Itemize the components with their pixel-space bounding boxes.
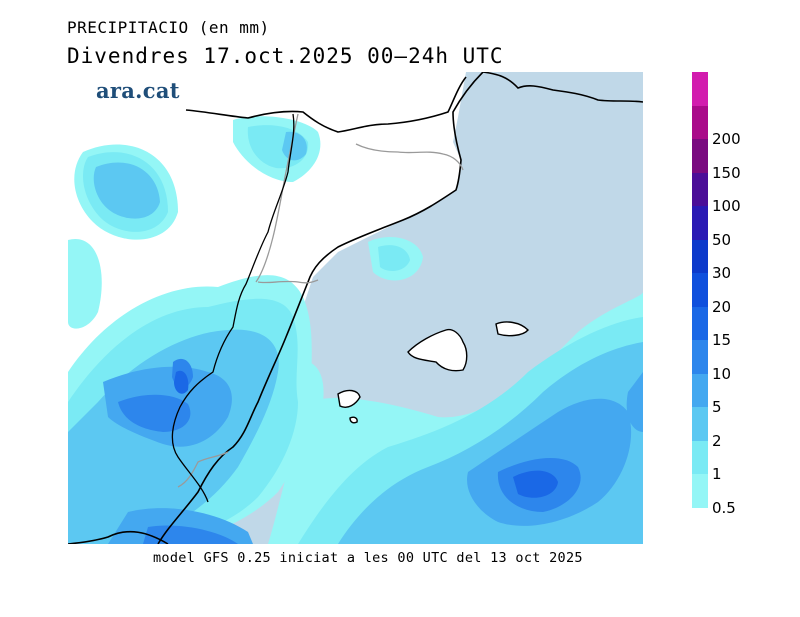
forecast-date-title: Divendres 17.oct.2025 00—24h UTC bbox=[67, 44, 504, 68]
legend-label: 0.5 bbox=[712, 499, 736, 517]
legend-swatch bbox=[692, 172, 708, 207]
legend-swatch bbox=[692, 206, 708, 240]
legend-swatch bbox=[692, 373, 708, 408]
legend-label: 20 bbox=[712, 297, 732, 316]
country-borders bbox=[171, 113, 295, 503]
legend-label: 50 bbox=[712, 230, 732, 249]
coastline bbox=[68, 72, 643, 544]
balearic-islands bbox=[337, 321, 529, 424]
legend-label: 1 bbox=[712, 465, 722, 484]
legend-swatch bbox=[692, 407, 708, 441]
model-run-note: model GFS 0.25 iniciat a les 00 UTC del … bbox=[153, 550, 583, 566]
legend-label: 2 bbox=[712, 431, 722, 450]
formentera bbox=[349, 416, 358, 424]
legend-swatch bbox=[692, 72, 708, 106]
legend-swatch bbox=[692, 340, 708, 374]
precip-layer-15 bbox=[174, 370, 558, 498]
legend-swatch bbox=[692, 474, 708, 508]
legend-swatch bbox=[692, 239, 708, 274]
legend-label: 5 bbox=[712, 398, 722, 417]
legend-label: 150 bbox=[712, 163, 741, 182]
legend-swatch bbox=[692, 440, 708, 475]
menorca bbox=[495, 321, 529, 337]
ibiza bbox=[337, 389, 361, 408]
legend-label: 10 bbox=[712, 364, 732, 383]
legend-label: 30 bbox=[712, 264, 732, 283]
legend-label: 200 bbox=[712, 130, 741, 149]
variable-title: PRECIPITACIO (en mm) bbox=[67, 18, 270, 37]
legend-swatch bbox=[692, 139, 708, 173]
mallorca bbox=[407, 328, 468, 372]
ara-cat-logo: ara.cat bbox=[96, 78, 180, 103]
precipitation-map bbox=[68, 72, 643, 544]
precipitation-legend bbox=[692, 72, 708, 508]
legend-label: 100 bbox=[712, 197, 741, 216]
legend-swatch bbox=[692, 306, 708, 341]
legend-swatch bbox=[692, 273, 708, 307]
legend-label: 15 bbox=[712, 331, 732, 350]
legend-swatch bbox=[692, 105, 708, 140]
